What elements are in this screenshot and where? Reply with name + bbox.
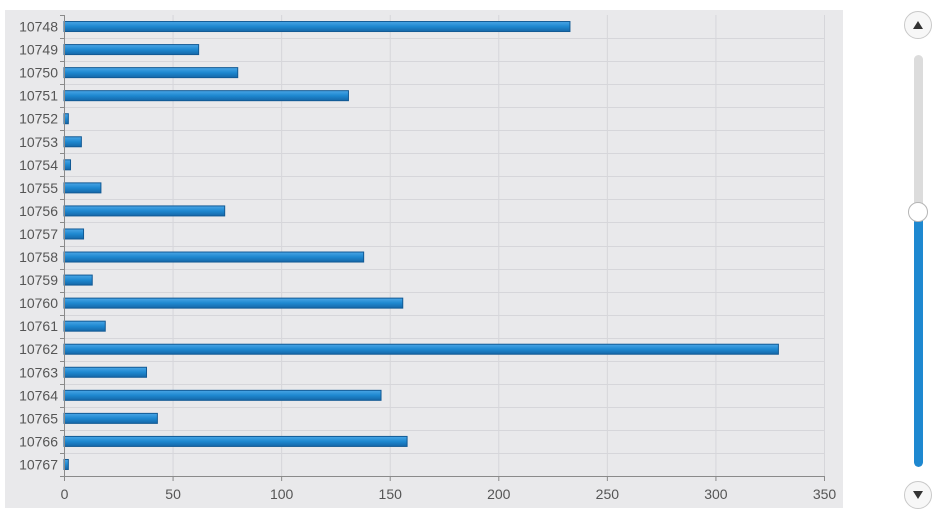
- slider-track[interactable]: [914, 55, 923, 467]
- bar-10753[interactable]: [63, 136, 82, 148]
- y-tick-label: 10754: [19, 157, 58, 173]
- y-tick-label: 10758: [19, 249, 58, 265]
- y-tick-label: 10763: [19, 364, 58, 380]
- bar-10758[interactable]: [63, 251, 365, 263]
- y-tick-label: 10756: [19, 203, 58, 219]
- x-tick-label: 350: [813, 486, 837, 502]
- y-tick-label: 10755: [19, 180, 58, 196]
- x-tick-label: 50: [165, 486, 181, 502]
- x-tick-label: 300: [704, 486, 728, 502]
- bar-10759[interactable]: [63, 274, 93, 286]
- bar-10763[interactable]: [63, 366, 148, 378]
- triangle-down-icon: [913, 491, 923, 499]
- x-tick-label: 0: [61, 486, 69, 502]
- y-tick-label: 10748: [19, 19, 58, 35]
- bar-10765[interactable]: [63, 412, 158, 424]
- bar-10750[interactable]: [63, 67, 239, 79]
- axes: [60, 15, 825, 481]
- triangle-up-icon: [913, 21, 923, 29]
- bars: [63, 21, 779, 470]
- y-tick-label: 10753: [19, 134, 58, 150]
- gridlines: [64, 15, 825, 476]
- bar-10760[interactable]: [63, 297, 404, 309]
- bar-10766[interactable]: [63, 435, 408, 447]
- x-tick-label: 200: [487, 486, 511, 502]
- y-tick-label: 10764: [19, 387, 58, 403]
- y-tick-label: 10762: [19, 341, 58, 357]
- bar-10755[interactable]: [63, 182, 102, 194]
- y-tick-label: 10760: [19, 295, 58, 311]
- y-tick-label: 10750: [19, 65, 58, 81]
- x-tick-label: 250: [596, 486, 620, 502]
- y-tick-label: 10761: [19, 318, 58, 334]
- bar-10757[interactable]: [63, 228, 85, 240]
- bar-chart: 10748 10749 10750 10751 10752 10753 10754 10755…: [19, 15, 836, 502]
- bar-10749[interactable]: [63, 44, 200, 56]
- bar-10756[interactable]: [63, 205, 226, 217]
- bar-10762[interactable]: [63, 343, 779, 355]
- slider-fill: [914, 211, 923, 467]
- y-tick-label: 10765: [19, 410, 58, 426]
- bar-10751[interactable]: [63, 90, 349, 102]
- bar-10761[interactable]: [63, 320, 106, 332]
- y-tick-label: 10767: [19, 456, 58, 472]
- y-tick-label: 10749: [19, 42, 58, 58]
- y-tick-label: 10759: [19, 272, 58, 288]
- y-tick-label: 10751: [19, 88, 58, 104]
- chart-panel: 10748 10749 10750 10751 10752 10753 10754 10755…: [5, 10, 843, 508]
- tick-labels: 10748 10749 10750 10751 10752 10753 10754 10755…: [19, 19, 836, 502]
- range-slider[interactable]: [900, 10, 938, 510]
- x-tick-label: 150: [379, 486, 403, 502]
- y-tick-label: 10757: [19, 226, 58, 242]
- x-tick-label: 100: [270, 486, 294, 502]
- scroll-down-button[interactable]: [904, 481, 932, 509]
- slider-thumb[interactable]: [908, 201, 928, 222]
- y-tick-label: 10766: [19, 433, 58, 449]
- bar-10748[interactable]: [63, 21, 571, 33]
- scroll-up-button[interactable]: [904, 11, 932, 39]
- bar-10764[interactable]: [63, 389, 382, 401]
- y-tick-label: 10752: [19, 111, 58, 127]
